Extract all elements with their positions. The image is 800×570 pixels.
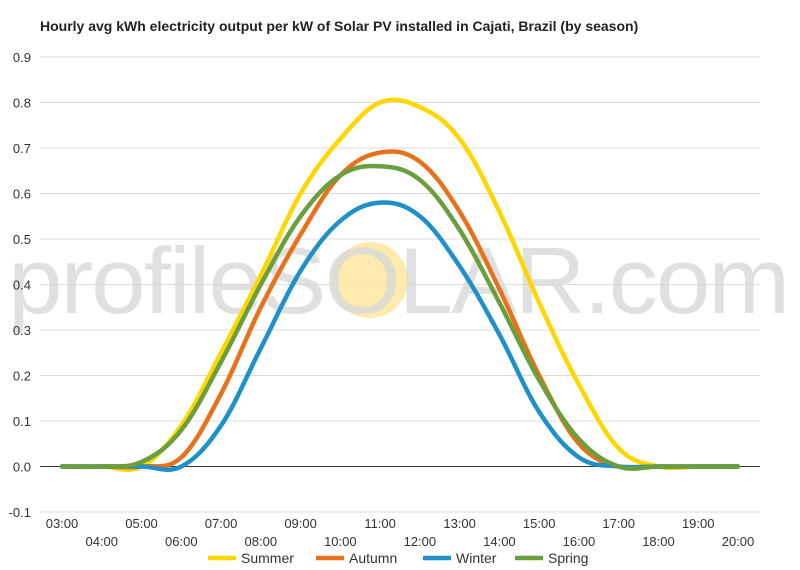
series-line-spring <box>59 163 741 471</box>
y-tick-label: 0.9 <box>13 50 31 65</box>
x-tick-label: 08:00 <box>245 534 278 549</box>
x-tick-label: 07:00 <box>205 516 238 531</box>
x-tick-label: 11:00 <box>364 516 396 531</box>
x-tick-label: 19:00 <box>682 516 715 531</box>
y-tick-label: 0.6 <box>13 187 31 202</box>
y-tick-label: 0.3 <box>13 323 31 338</box>
y-tick-label: -0.1 <box>9 505 31 520</box>
x-tick-label: 12:00 <box>404 534 437 549</box>
y-tick-label: 0.1 <box>13 414 31 429</box>
x-tick-label: 20:00 <box>722 534 755 549</box>
x-tick-label: 18:00 <box>642 534 675 549</box>
legend-label-autumn: Autumn <box>349 550 397 566</box>
series-lines <box>59 97 741 472</box>
chart-title: Hourly avg kWh electricity output per kW… <box>40 18 639 34</box>
y-tick-label: 0.4 <box>13 278 31 293</box>
y-tick-label: 0.0 <box>13 460 31 475</box>
y-tick-label: 0.8 <box>13 96 31 111</box>
watermark: profileSOLAR.com <box>8 228 790 333</box>
grid-lines <box>40 56 760 513</box>
legend-label-winter: Winter <box>456 550 497 566</box>
y-tick-label: 0.5 <box>13 232 31 247</box>
x-tick-label: 09:00 <box>284 516 317 531</box>
x-tick-label: 17:00 <box>602 516 635 531</box>
legend-label-spring: Spring <box>548 550 588 566</box>
x-tick-label: 16:00 <box>563 534 596 549</box>
x-tick-label: 14:00 <box>483 534 516 549</box>
y-tick-label: 0.7 <box>13 141 31 156</box>
x-tick-label: 10:00 <box>324 534 357 549</box>
x-tick-label: 15:00 <box>523 516 556 531</box>
x-tick-label: 13:00 <box>443 516 476 531</box>
x-tick-label: 06:00 <box>165 534 198 549</box>
y-axis-ticks: -0.1 0.0 0.1 0.2 0.3 0.4 0.5 0.6 0.7 0.8 0.9 <box>9 50 31 520</box>
x-tick-label: 05:00 <box>125 516 158 531</box>
x-tick-label: 04:00 <box>85 534 118 549</box>
watermark-sun-icon <box>332 242 408 318</box>
legend-label-summer: Summer <box>241 550 294 566</box>
watermark-text: profileSOLAR.com <box>8 228 788 333</box>
legend: Summer Autumn Winter Spring <box>208 550 588 566</box>
x-tick-label: 03:00 <box>46 516 79 531</box>
y-tick-label: 0.2 <box>13 369 31 384</box>
series-line-summer <box>59 97 741 472</box>
x-axis-ticks: 03:00 04:00 05:00 06:00 07:00 08:00 09:00 10:00… <box>46 516 755 549</box>
